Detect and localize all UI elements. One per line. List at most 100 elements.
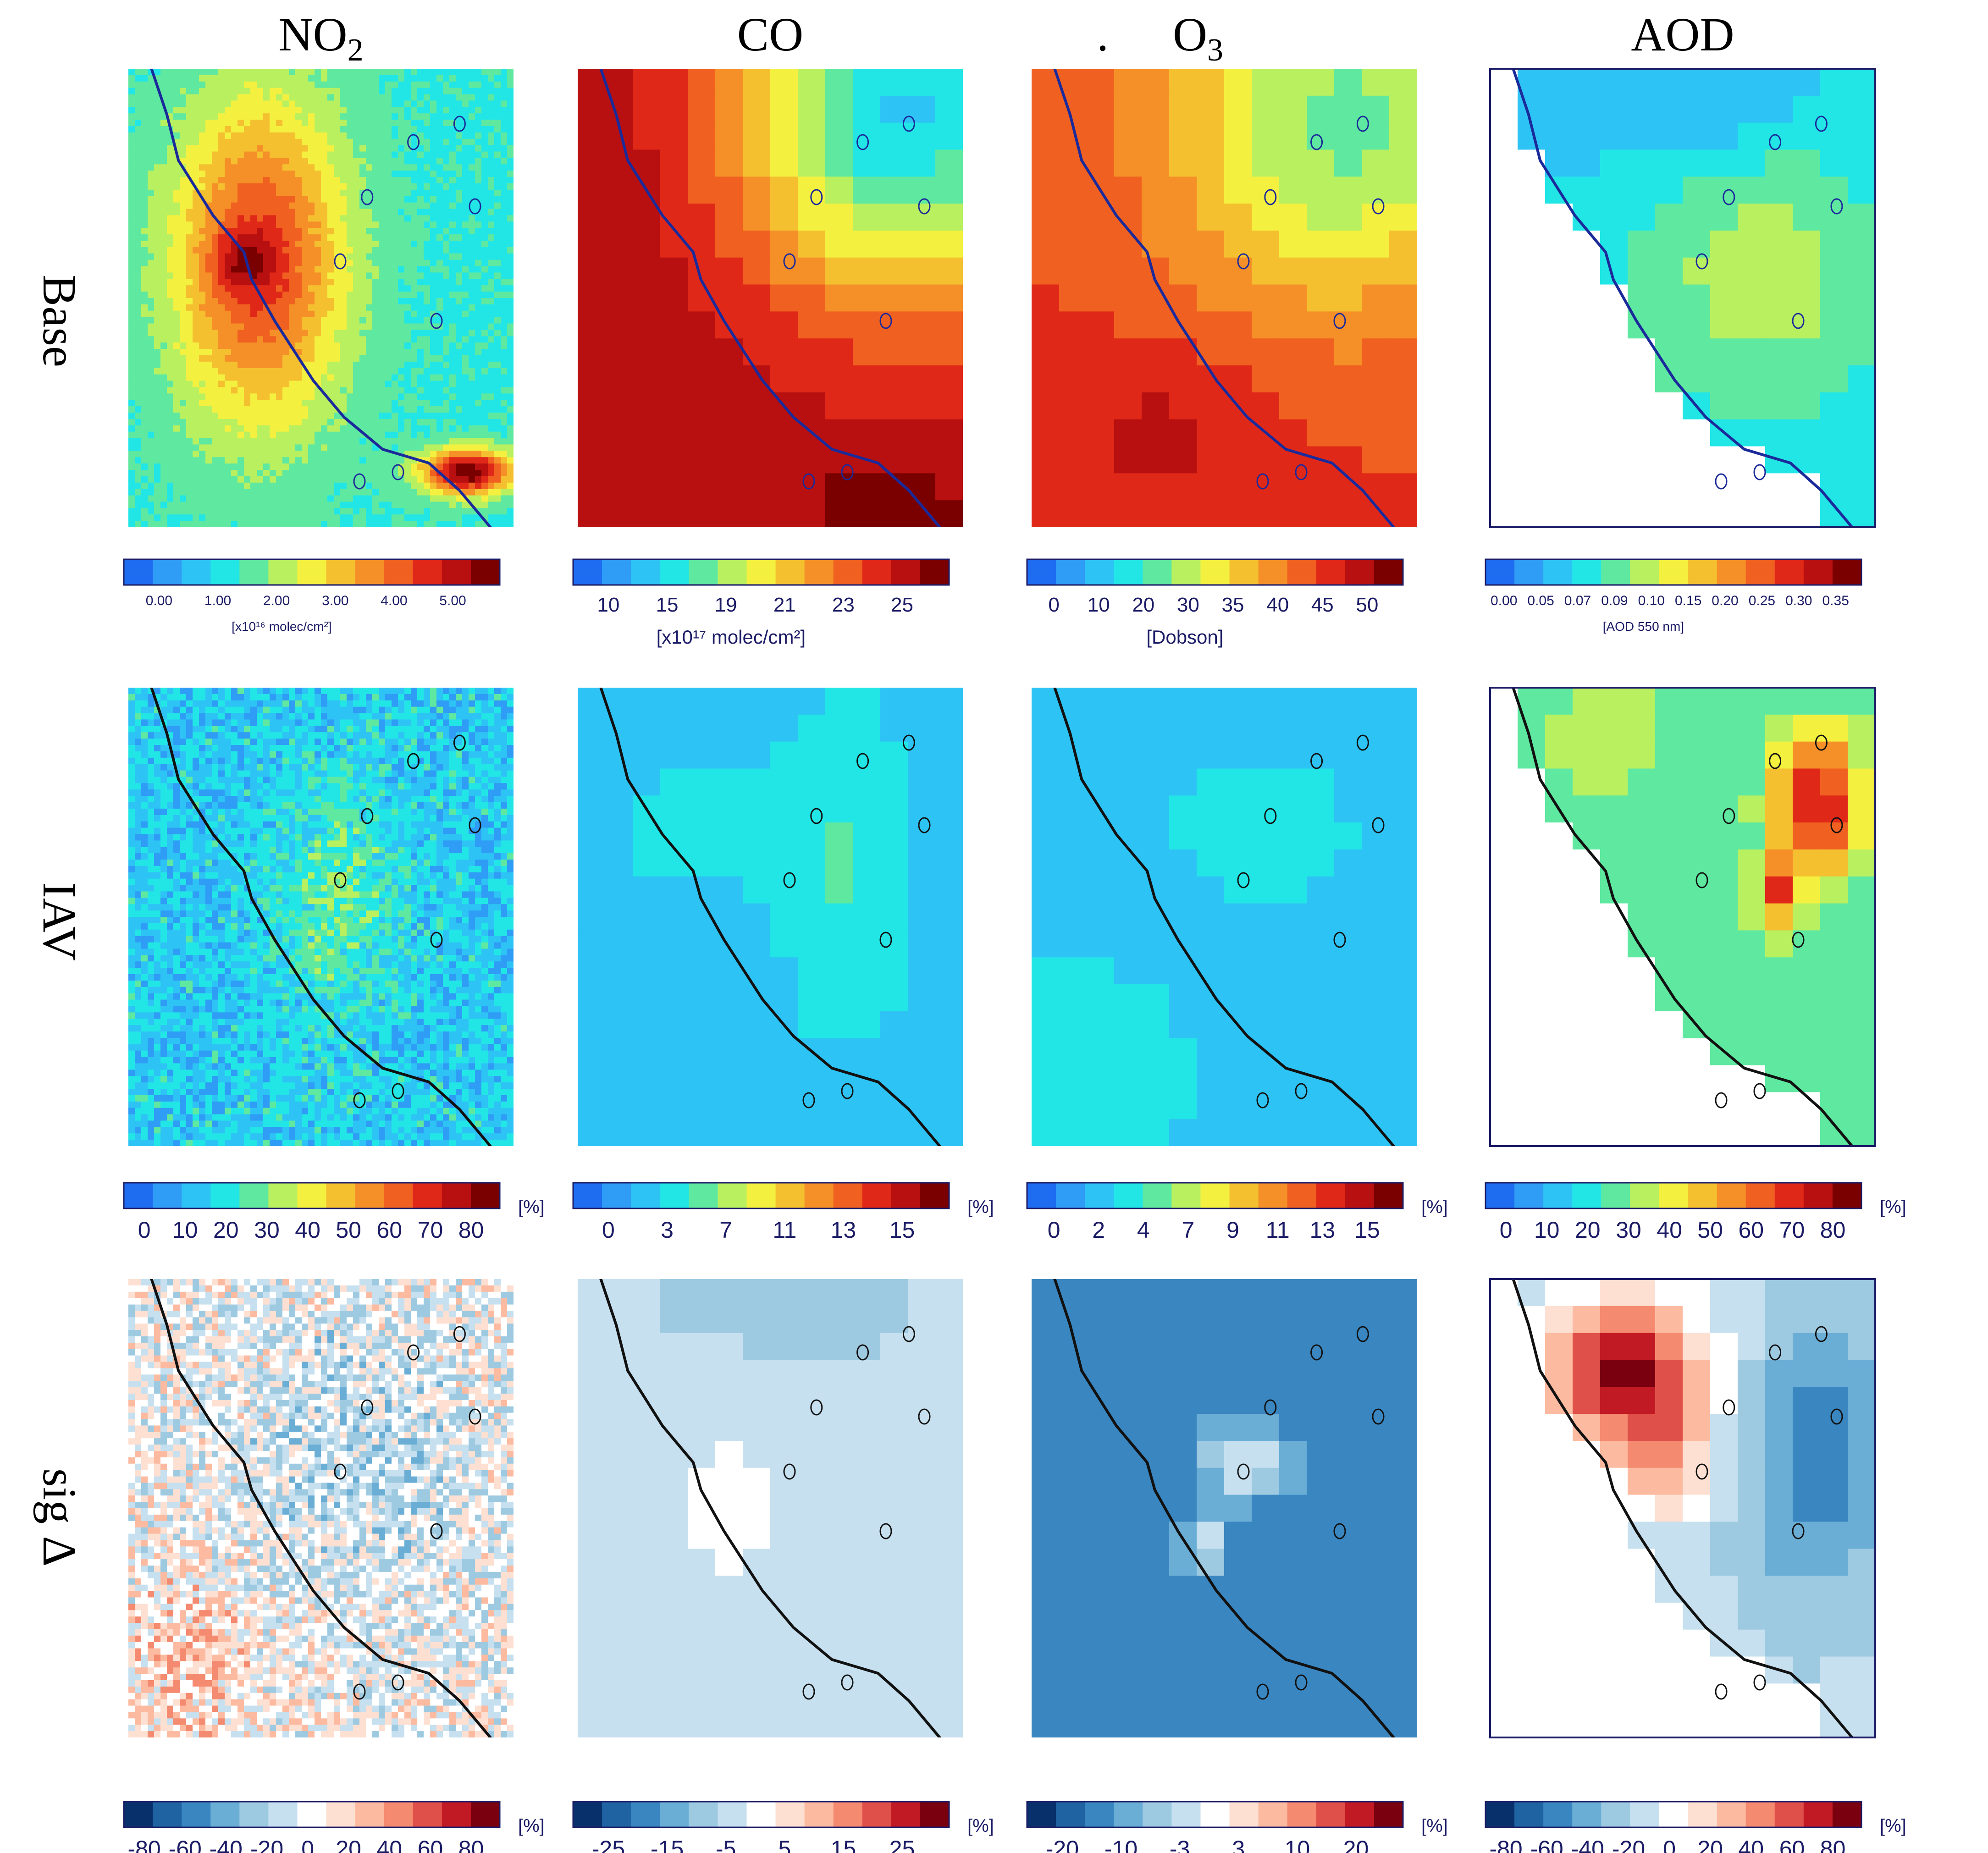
coastline [1512, 69, 1854, 527]
lake-outline [1792, 1523, 1805, 1539]
colorbar-swatch [1085, 1183, 1114, 1208]
lake-outline [1695, 1463, 1708, 1480]
lake-outline [1815, 734, 1828, 751]
map-iav-aod [1489, 687, 1876, 1147]
colorbar-tick-label: 60 [1738, 1217, 1764, 1243]
lake-outline [902, 734, 915, 751]
colorbar-swatch [775, 1183, 805, 1208]
lake-outline [810, 1399, 823, 1416]
lake-outline [841, 1083, 854, 1099]
lake-outline [841, 464, 854, 480]
colorbar-base-aod: 0.00 0.05 0.07 0.09 0.10 0.15 0.20 0.25 0.30 0.35… [1485, 558, 1862, 634]
colorbar-tick-label: 0.07 [1564, 593, 1591, 608]
colorbar-tick-label: 20 [213, 1217, 239, 1243]
colorbar-swatch [1688, 1183, 1717, 1208]
column-title-no2: NO2 [278, 8, 363, 68]
lake-outline [1310, 1344, 1323, 1361]
colorbar-swatch [153, 1183, 182, 1208]
colorbar-tick-label: 30 [1616, 1217, 1641, 1243]
panel-iav-no2: 0 10 20 30 40 50 60 70 80 [%] [123, 688, 545, 1243]
colorbar-tick-label: 70 [1779, 1217, 1805, 1243]
map-iav-o3 [1032, 688, 1417, 1146]
colorbar-unit-label: [%] [1880, 1816, 1906, 1836]
colorbar-tick-label: 4.00 [381, 593, 407, 608]
lake-outline [1264, 1399, 1277, 1416]
colorbar-swatch [210, 1802, 240, 1827]
colorbar-tick-label: 15 [889, 1217, 915, 1243]
lake-outline [334, 253, 347, 270]
panel-sig-co: -25 -15 -5 5 15 25 [%] [572, 1279, 994, 1853]
colorbar-swatch [573, 1183, 602, 1208]
colorbar-swatch [413, 1183, 442, 1208]
colorbar-unit-label: [%] [518, 1197, 545, 1217]
colorbar-swatch [182, 1802, 211, 1827]
colorbar-swatch [573, 559, 602, 585]
colorbar-tick-label: 5 [778, 1836, 791, 1853]
colorbar-swatch [1229, 559, 1259, 585]
lake-outline [1356, 1326, 1369, 1342]
lake-outline [918, 817, 931, 833]
lake-outline [392, 464, 404, 480]
panel-base-aod: 0.00 0.05 0.07 0.09 0.10 0.15 0.20 0.25 0.30 0.35… [1485, 68, 1876, 634]
colorbar-swatch [355, 1183, 385, 1208]
colorbar-unit-label: [x10¹⁷ molec/cm²] [657, 626, 806, 648]
colorbar-frame [1485, 558, 1862, 586]
lake-outline [353, 1683, 366, 1700]
colorbar-iav-no2: 0 10 20 30 40 50 60 70 80 [%] [123, 1182, 545, 1243]
colorbar-swatch [326, 559, 356, 585]
colorbar-tick-label: -3 [1170, 1836, 1190, 1853]
colorbar-swatch [384, 1802, 414, 1827]
colorbar-frame [572, 1182, 950, 1209]
colorbar-swatch [1143, 1183, 1172, 1208]
lake-outline [453, 116, 466, 132]
lake-outline [430, 1523, 443, 1539]
map-sig-o3 [1032, 1279, 1417, 1737]
colorbar-swatch [268, 1183, 298, 1208]
colorbar-swatch [1229, 1183, 1259, 1208]
lake-outline [1753, 1674, 1766, 1691]
colorbar-swatch [1200, 1183, 1230, 1208]
lake-outline [879, 313, 892, 329]
lake-outline [1723, 808, 1735, 824]
colorbar-swatch [470, 1183, 500, 1208]
colorbar-swatch [660, 1183, 689, 1208]
panel-sig-no2: -80 -60 -40 -20 0 20 40 60 80 [%] [123, 1279, 545, 1853]
colorbar-tick-label: 20 [1697, 1836, 1723, 1853]
map-base-aod [1489, 68, 1876, 528]
colorbar-swatch [1745, 1183, 1775, 1208]
colorbar-swatch [1056, 1802, 1085, 1827]
colorbar-iav-o3: 0 2 4 7 9 11 13 15 [%] [1026, 1182, 1448, 1243]
colorbar-swatch [1374, 559, 1403, 585]
colorbar-swatch [1832, 1802, 1862, 1827]
colorbar-swatch [1258, 559, 1288, 585]
colorbar-swatch [470, 1802, 500, 1827]
colorbar-tick-label: 15 [1354, 1217, 1380, 1243]
colorbar-swatch [660, 1802, 689, 1827]
colorbar-tick-label: 13 [1309, 1217, 1335, 1243]
colorbar-tick-label: 0.10 [1638, 593, 1665, 608]
colorbar-tick-label: 0.09 [1601, 593, 1628, 608]
colorbar-swatch [297, 1183, 327, 1208]
title-base: CO [737, 8, 803, 61]
colorbar-swatch [1085, 1802, 1114, 1827]
colorbar-tick-label: 4 [1137, 1217, 1150, 1243]
panel-iav-aod: 0 10 20 30 40 50 60 70 80 [%] [1485, 687, 1906, 1243]
colorbar-tick-label: 25 [889, 1836, 915, 1853]
colorbar-swatch [804, 1183, 834, 1208]
colorbar-swatch [1659, 1183, 1689, 1208]
colorbar-tick-label: -25 [592, 1836, 625, 1853]
colorbar-tick-label: 0 [1663, 1836, 1676, 1853]
colorbar-swatch [1027, 1183, 1056, 1208]
lake-outline [1264, 808, 1277, 824]
colorbar-tick-label: 20 [1343, 1836, 1369, 1853]
colorbar-swatch [1345, 1802, 1375, 1827]
lake-outline [1753, 1083, 1766, 1099]
lake-outline [1769, 753, 1782, 769]
colorbar-tick-label: 35 [1222, 594, 1244, 616]
colorbar-tick-label: -15 [651, 1836, 684, 1853]
coastline [1053, 69, 1395, 527]
colorbar-swatch [1774, 559, 1804, 585]
colorbar-sig-co: -25 -15 -5 5 15 25 [%] [572, 1801, 994, 1853]
title-subscript: 3 [1207, 33, 1223, 68]
colorbar-swatch [602, 1183, 631, 1208]
